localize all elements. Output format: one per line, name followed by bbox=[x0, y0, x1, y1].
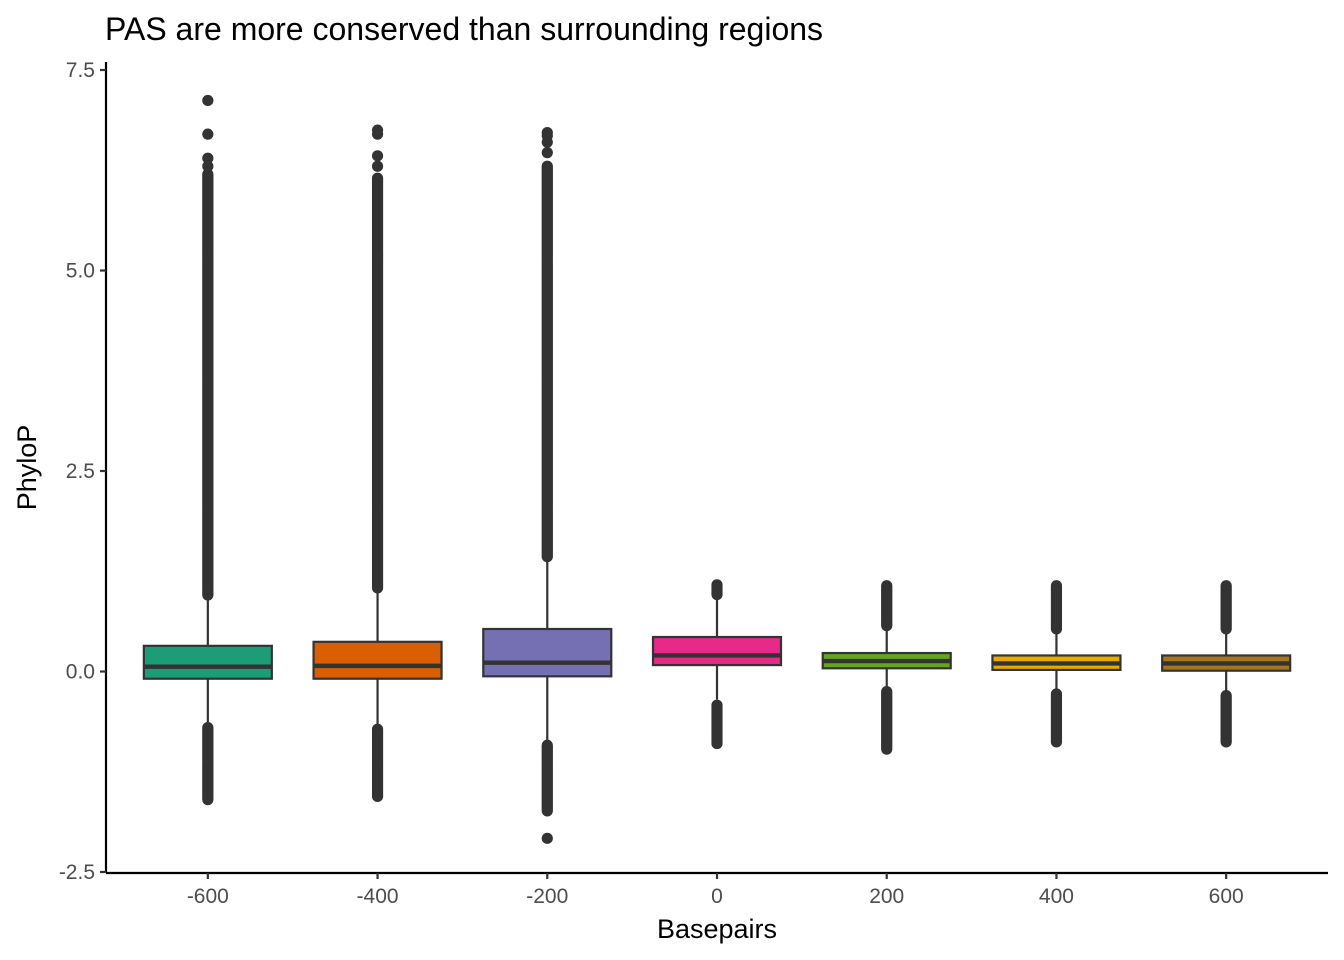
y-tick-label: -2.5 bbox=[59, 861, 95, 884]
x-axis-title: Basepairs bbox=[657, 914, 777, 944]
box-group bbox=[991, 580, 1122, 748]
outlier-point bbox=[202, 94, 214, 107]
x-tick-label: 0 bbox=[711, 885, 723, 908]
outlier-point bbox=[541, 832, 553, 844]
outlier-points bbox=[202, 94, 214, 806]
outlier-points bbox=[881, 580, 893, 755]
x-tick-label: -600 bbox=[187, 885, 229, 908]
outlier-point bbox=[541, 551, 553, 563]
outlier-point bbox=[1050, 736, 1063, 748]
plot-area bbox=[142, 94, 1292, 844]
box-group bbox=[651, 579, 783, 750]
outlier-point bbox=[202, 152, 214, 164]
outlier-points bbox=[1050, 580, 1063, 748]
outlier-points bbox=[371, 124, 384, 803]
box-group bbox=[482, 126, 613, 844]
outlier-point bbox=[1050, 623, 1063, 635]
outlier-point bbox=[1220, 736, 1232, 748]
x-tick-label: -400 bbox=[357, 885, 399, 908]
x-tick-label: 400 bbox=[1039, 885, 1074, 908]
y-tick-label: 5.0 bbox=[66, 260, 95, 283]
outlier-point bbox=[202, 794, 214, 806]
outlier-point bbox=[711, 737, 723, 750]
box-body bbox=[651, 635, 783, 667]
y-tick-label: 7.5 bbox=[66, 59, 95, 82]
outlier-point bbox=[371, 582, 384, 594]
x-tick-label: 200 bbox=[869, 885, 904, 908]
outlier-point bbox=[711, 588, 723, 601]
box-group bbox=[1161, 580, 1292, 748]
y-axis-title: PhyloP bbox=[12, 425, 42, 511]
y-tick-label: 0.0 bbox=[66, 661, 95, 684]
x-tick-label: -200 bbox=[526, 885, 568, 908]
outlier-point bbox=[541, 805, 553, 817]
outlier-point bbox=[541, 147, 553, 159]
chart-title: PAS are more conserved than surrounding … bbox=[105, 11, 823, 47]
box-group bbox=[821, 580, 952, 755]
box-body bbox=[482, 627, 613, 678]
outlier-points bbox=[541, 126, 553, 844]
box-group bbox=[312, 124, 443, 803]
x-axis: -600 -400 -200 0 200 400 600 bbox=[187, 873, 1244, 908]
outlier-point bbox=[371, 790, 384, 803]
x-tick-label: 600 bbox=[1209, 885, 1244, 908]
outlier-point bbox=[202, 589, 214, 601]
y-tick-label: 2.5 bbox=[66, 460, 95, 483]
outlier-point bbox=[1220, 623, 1232, 635]
outlier-point bbox=[881, 743, 893, 755]
outlier-point bbox=[371, 150, 384, 162]
outlier-point bbox=[881, 620, 893, 632]
outlier-point bbox=[541, 126, 553, 139]
outlier-points bbox=[1220, 580, 1232, 748]
box-body bbox=[312, 640, 443, 680]
outlier-points bbox=[711, 579, 723, 750]
outlier-point bbox=[371, 160, 384, 172]
outlier-point bbox=[202, 128, 214, 140]
y-axis: -2.5 0.0 2.5 5.0 7.5 bbox=[59, 59, 106, 884]
box-body bbox=[142, 644, 273, 680]
outlier-point bbox=[202, 160, 214, 172]
outlier-point bbox=[371, 124, 384, 136]
box-group bbox=[142, 94, 273, 806]
